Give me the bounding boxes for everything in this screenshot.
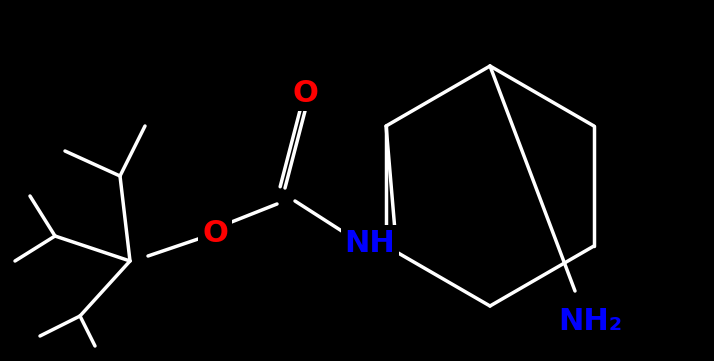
Text: O: O [202, 218, 228, 248]
Text: NH₂: NH₂ [558, 306, 622, 335]
Text: NH: NH [345, 229, 396, 257]
Text: O: O [292, 78, 318, 108]
